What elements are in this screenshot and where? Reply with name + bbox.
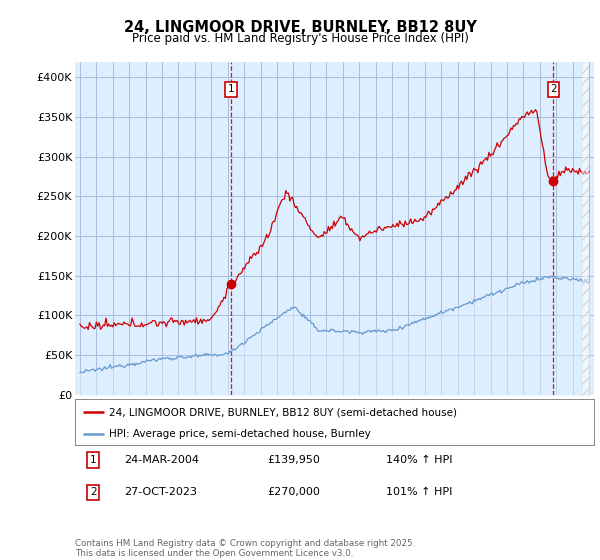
Text: Contains HM Land Registry data © Crown copyright and database right 2025.
This d: Contains HM Land Registry data © Crown c… [75, 539, 415, 558]
Text: 2: 2 [550, 85, 557, 95]
Text: 140% ↑ HPI: 140% ↑ HPI [386, 455, 453, 465]
Text: £139,950: £139,950 [267, 455, 320, 465]
Text: 27-OCT-2023: 27-OCT-2023 [124, 487, 197, 497]
Text: 24-MAR-2004: 24-MAR-2004 [124, 455, 199, 465]
Text: 1: 1 [90, 455, 97, 465]
Text: £270,000: £270,000 [267, 487, 320, 497]
Text: HPI: Average price, semi-detached house, Burnley: HPI: Average price, semi-detached house,… [109, 429, 370, 438]
Text: 2: 2 [90, 487, 97, 497]
Text: 1: 1 [228, 85, 235, 95]
Text: Price paid vs. HM Land Registry's House Price Index (HPI): Price paid vs. HM Land Registry's House … [131, 32, 469, 45]
Text: 24, LINGMOOR DRIVE, BURNLEY, BB12 8UY: 24, LINGMOOR DRIVE, BURNLEY, BB12 8UY [124, 20, 476, 35]
Text: 24, LINGMOOR DRIVE, BURNLEY, BB12 8UY (semi-detached house): 24, LINGMOOR DRIVE, BURNLEY, BB12 8UY (s… [109, 407, 457, 417]
Text: 101% ↑ HPI: 101% ↑ HPI [386, 487, 453, 497]
